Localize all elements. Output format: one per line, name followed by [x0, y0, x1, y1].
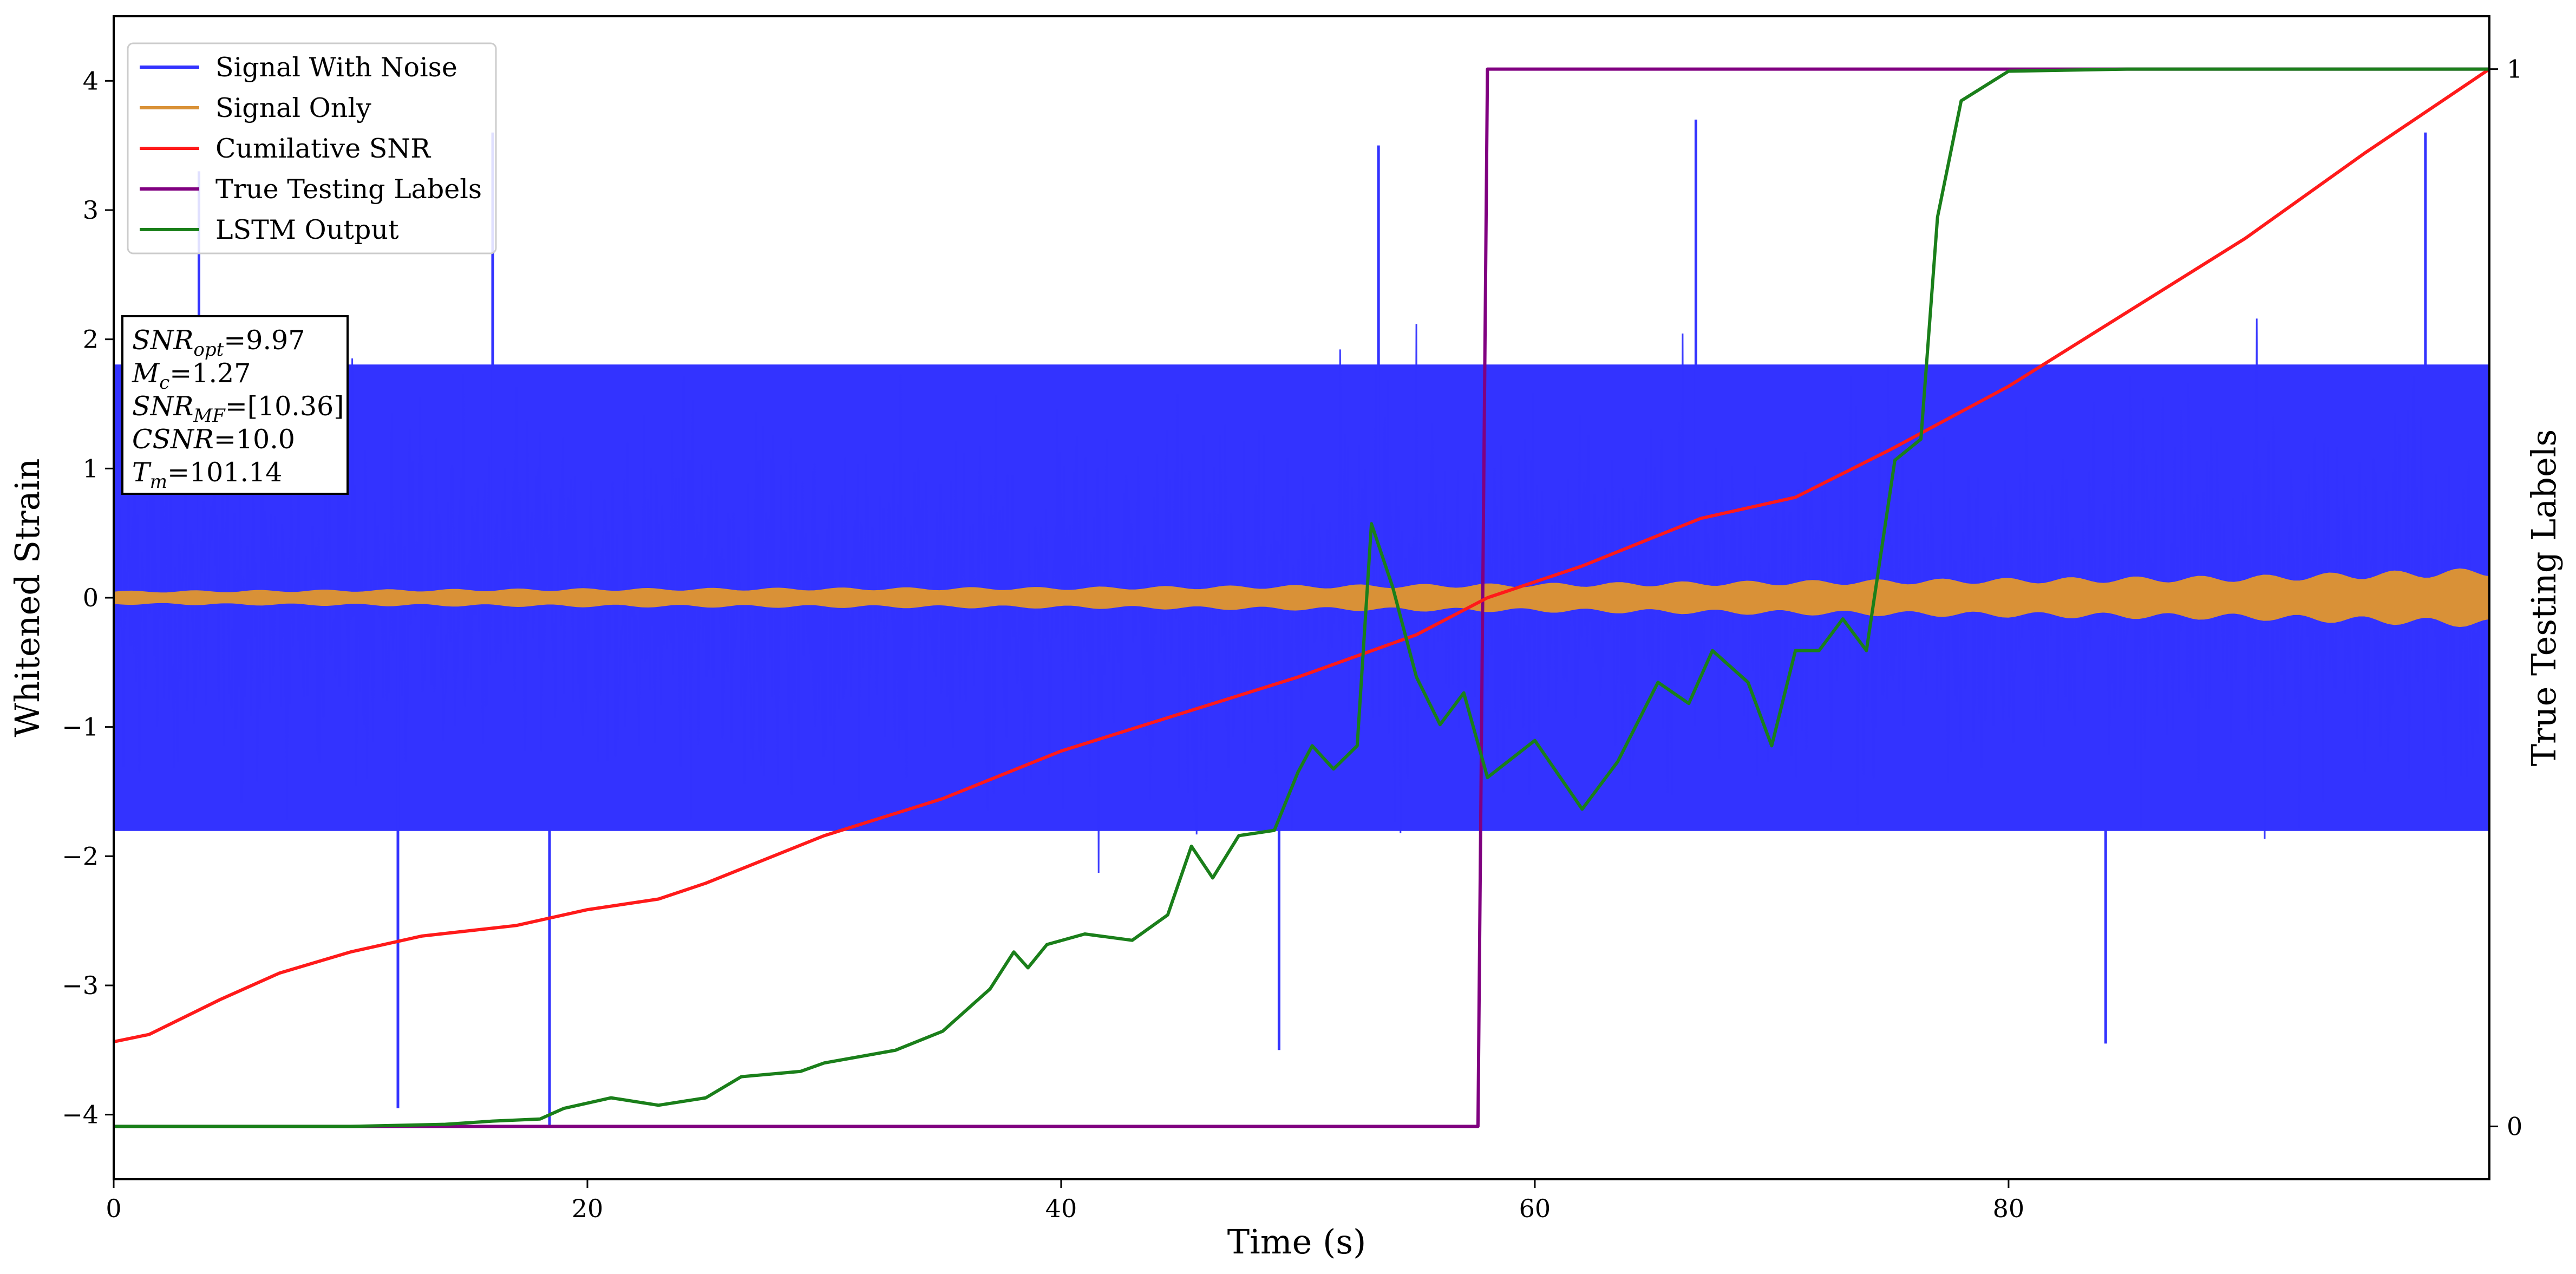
y-axis: −4 −3 −2 −1 0 1 2 3 4 [62, 66, 114, 1129]
y2-tick-label: 0 [2507, 1112, 2522, 1141]
y-tick-label: 1 [83, 454, 99, 483]
legend-label: Signal With Noise [215, 52, 457, 83]
cumilative-snr-line [114, 68, 2489, 1044]
y-axis-title: Whitened Strain [8, 459, 47, 737]
x-tick-label: 40 [1045, 1194, 1077, 1223]
x-axis-title: Time (s) [1227, 1222, 1367, 1262]
x-tick-label: 80 [1993, 1194, 2025, 1223]
y-tick-label: −4 [62, 1100, 99, 1129]
annotation-line: Tm=101.14 [132, 457, 282, 493]
y-tick-label: 2 [83, 325, 99, 354]
legend-label: LSTM Output [215, 214, 399, 245]
legend: Signal With Noise Signal Only Cumilative S… [127, 42, 497, 254]
annotation-line: SNRopt=9.97 [132, 325, 305, 361]
x-axis: 0 20 40 60 80 [106, 1179, 2024, 1223]
y2-axis: 01 [2489, 55, 2522, 1141]
signal-only-band [114, 568, 2489, 628]
x-tick-label: 20 [572, 1194, 604, 1223]
annotation-line: CSNR=10.0 [132, 424, 295, 455]
y2-tick-label: 1 [2507, 55, 2522, 84]
legend-label: Cumilative SNR [215, 133, 431, 164]
legend-label: True Testing Labels [215, 174, 482, 205]
true-testing-labels-line [114, 67, 2489, 1128]
y-tick-label: 0 [83, 583, 99, 612]
y-tick-label: −3 [62, 971, 99, 1000]
y-tick-label: −1 [62, 713, 99, 742]
lstm-output-line [114, 67, 2489, 1128]
y-tick-label: 3 [83, 195, 99, 225]
y2-axis-title: True Testing Labels [2524, 429, 2564, 767]
legend-label: Signal Only [215, 93, 371, 123]
noise-trace [114, 318, 2489, 873]
right-axis-series [114, 67, 2489, 1128]
annotation-frame [121, 315, 349, 495]
annotation-line: Mc=1.27 [132, 358, 251, 394]
parameter-annotation-box: SNRopt=9.97Mc=1.27SNRMF=[10.36]CSNR=10.0… [121, 315, 349, 495]
x-tick-label: 0 [106, 1194, 121, 1223]
legend-frame [127, 42, 497, 254]
plot-area [114, 67, 2489, 1128]
signal-only-series [114, 568, 2489, 628]
annotation-line: SNRMF=[10.36] [132, 391, 344, 427]
y-tick-label: −2 [62, 841, 99, 871]
x-tick-label: 60 [1519, 1194, 1551, 1223]
y-tick-label: 4 [83, 66, 99, 95]
